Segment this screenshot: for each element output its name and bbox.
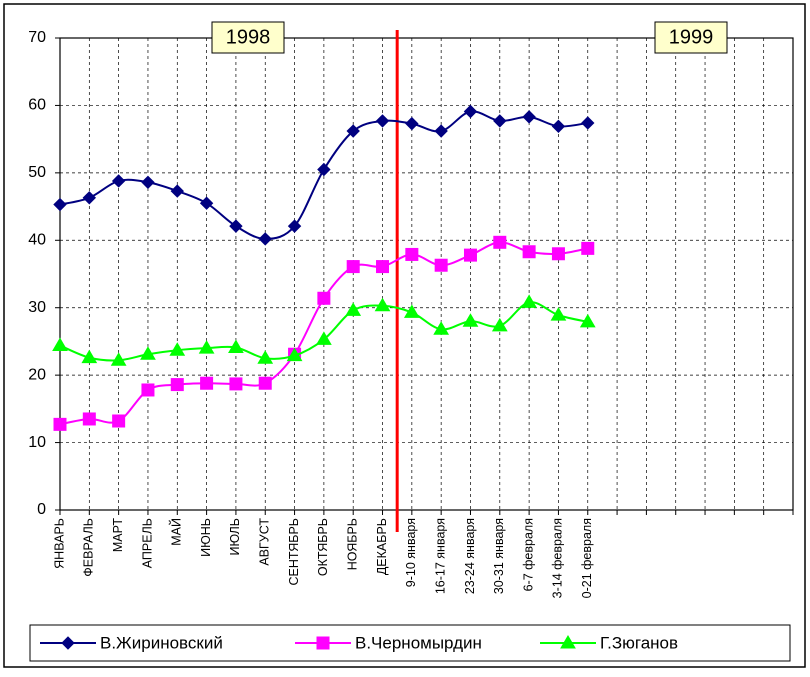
marker (52, 337, 68, 351)
marker (345, 302, 362, 316)
marker (112, 414, 126, 428)
marker (286, 347, 303, 362)
marker (581, 116, 595, 130)
marker (170, 378, 184, 392)
x-tick-label: ФЕВРАЛЬ (82, 518, 96, 577)
marker (82, 412, 96, 426)
marker (317, 291, 331, 305)
marker (405, 247, 419, 261)
marker (258, 376, 272, 390)
marker (141, 175, 155, 190)
marker (376, 260, 390, 274)
x-tick-label: 3-14 февраля (551, 518, 565, 598)
marker (199, 196, 214, 210)
marker (560, 635, 576, 649)
legend-label: Г.Зюганов (600, 633, 678, 652)
annotation-box (211, 21, 285, 54)
marker (53, 417, 67, 431)
marker (493, 114, 507, 128)
annotation: 1999 (669, 26, 714, 48)
y-tick-label: 60 (28, 97, 46, 114)
marker (405, 116, 419, 131)
marker (140, 346, 156, 360)
x-tick-label: ИЮНЬ (199, 518, 213, 557)
marker (53, 197, 67, 212)
chart-frame (3, 3, 806, 668)
marker (316, 636, 330, 650)
marker (169, 342, 186, 356)
legend-label: В.Жириновский (100, 633, 223, 652)
marker (579, 313, 596, 328)
y-tick-label: 70 (28, 29, 46, 46)
y-tick-label: 40 (28, 232, 46, 249)
x-tick-label: ИЮЛЬ (228, 518, 242, 555)
x-tick-label: АПРЕЛЬ (140, 518, 154, 568)
marker (110, 352, 127, 366)
marker (346, 260, 360, 274)
marker (434, 258, 448, 272)
marker (257, 350, 274, 364)
y-tick-label: 0 (37, 501, 46, 518)
marker (229, 377, 243, 391)
marker (493, 235, 507, 249)
marker (433, 321, 450, 335)
marker (228, 339, 244, 353)
x-tick-label: АВГУСТ (258, 518, 272, 566)
x-tick-label: 30-31 января (492, 518, 506, 594)
x-tick-label: ДЕКАБРЬ (375, 518, 389, 575)
annotation-box (654, 21, 728, 54)
x-tick-label: 16-17 января (433, 518, 447, 594)
marker (491, 317, 508, 332)
marker (141, 383, 155, 397)
marker (81, 349, 98, 364)
marker (258, 232, 272, 246)
x-tick-label: СЕНТЯБРЬ (287, 518, 301, 586)
marker (434, 124, 448, 138)
marker (463, 248, 477, 262)
marker (550, 307, 567, 321)
x-tick-label: МАЙ (169, 518, 184, 546)
marker (346, 124, 360, 138)
marker (61, 636, 75, 650)
marker (170, 184, 184, 198)
marker (316, 331, 332, 345)
marker (522, 110, 536, 124)
x-tick-label: МАРТ (111, 518, 125, 553)
marker (200, 376, 214, 390)
y-tick-label: 30 (28, 299, 46, 316)
y-tick-label: 10 (28, 434, 46, 451)
x-tick-label: ОКТЯБРЬ (316, 518, 330, 576)
legend-label: В.Черномырдин (355, 633, 482, 652)
y-tick-label: 20 (28, 366, 46, 383)
marker (551, 119, 566, 134)
marker (375, 114, 390, 128)
marker (522, 245, 536, 259)
x-tick-label: 23-24 января (463, 518, 477, 594)
marker (463, 104, 478, 119)
marker (287, 219, 302, 233)
x-tick-label: НОЯБРЬ (345, 518, 359, 570)
marker (111, 174, 126, 188)
annotation: 1998 (226, 26, 271, 48)
legend-box (29, 624, 791, 662)
x-tick-label: 9-10 января (404, 518, 418, 587)
x-tick-label: 0-21 февраля (580, 518, 594, 598)
marker (82, 191, 97, 205)
marker (198, 340, 215, 354)
plot-border (59, 37, 794, 511)
marker (551, 247, 565, 261)
marker (581, 241, 595, 255)
marker (462, 313, 479, 327)
marker (317, 162, 331, 177)
marker (229, 219, 243, 233)
marker (521, 294, 537, 308)
y-tick-label: 50 (28, 164, 46, 181)
x-tick-label: ЯНВАРЬ (52, 518, 66, 569)
x-tick-label: 6-7 февраля (521, 518, 535, 591)
marker (403, 304, 420, 318)
marker (374, 297, 391, 312)
